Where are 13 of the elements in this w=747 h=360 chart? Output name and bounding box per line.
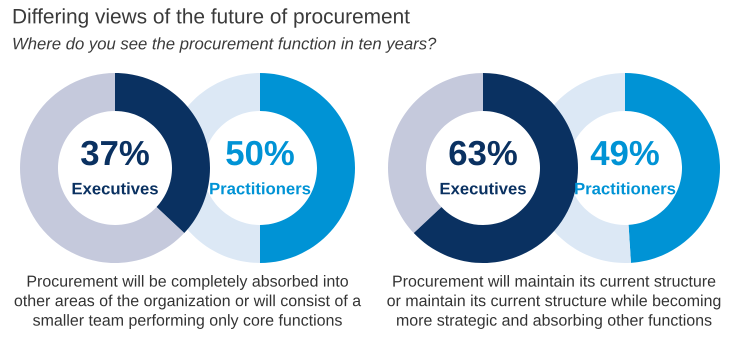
donut-slice	[20, 73, 184, 263]
text: Procurement will maintain its current structure or maintain its current structure while becoming more strategic and absorbing other functions	[387, 275, 720, 329]
text: Procurement will be completely absorbed into other areas of the organization or will consist of a smaller team performing only core functions	[14, 275, 362, 329]
text: 63%	[450, 140, 517, 166]
text: 50%	[226, 140, 294, 166]
text: Executives	[440, 182, 526, 194]
chart-title: Differing views of the future of procurement	[14, 8, 410, 28]
text: 49%	[590, 140, 659, 166]
text: Practitioners	[210, 182, 310, 194]
text: Executives	[72, 182, 158, 194]
text: 37%	[81, 140, 149, 166]
text: Practitioners	[575, 182, 676, 194]
chart-subtitle: Where do you see the procurement function in ten years?	[13, 37, 436, 53]
